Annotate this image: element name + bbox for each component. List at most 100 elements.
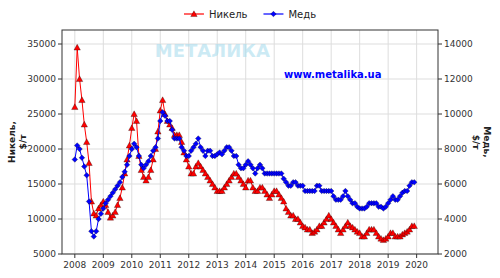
x-tick: [388, 254, 389, 258]
x-tick-label: 2018: [348, 260, 371, 270]
grid-line-x: [302, 30, 303, 254]
point: [157, 118, 163, 124]
grid-line-x: [188, 30, 189, 254]
x-tick-label: 2015: [263, 260, 286, 270]
x-tick: [359, 254, 360, 258]
point: [77, 146, 83, 152]
y2-tick-label: 12000: [444, 74, 473, 84]
point: [136, 153, 142, 159]
point: [84, 172, 90, 178]
point: [233, 153, 239, 159]
x-tick: [103, 254, 104, 258]
x-tick-label: 2011: [149, 260, 172, 270]
y-tick: [58, 114, 62, 115]
legend-marker: [271, 11, 277, 17]
point: [186, 153, 192, 159]
point: [117, 195, 123, 201]
point: [148, 153, 154, 159]
y-tick: [58, 149, 62, 150]
y-axis-label: Никель,$/т: [7, 121, 28, 163]
y2-tick: [438, 219, 442, 220]
y2-axis-label-line: $/т: [471, 135, 481, 151]
annotations: МЕТАЛИКАwww.metalika.ua: [155, 40, 382, 79]
y2-tick-label: 4000: [444, 214, 467, 224]
point: [181, 148, 187, 154]
point: [207, 148, 213, 154]
plot-frame: [62, 30, 438, 254]
y-tick-label: 35000: [27, 39, 56, 49]
grid-line-x: [160, 30, 161, 254]
point: [169, 127, 175, 133]
point: [119, 174, 125, 180]
x-tick-label: 2012: [177, 260, 200, 270]
point: [148, 167, 154, 173]
x-tick-label: 2013: [206, 260, 229, 270]
point: [93, 228, 99, 234]
point: [105, 209, 111, 215]
x-tick: [188, 254, 189, 258]
legend-marker: [191, 11, 197, 17]
y2-tick-label: 8000: [444, 144, 467, 154]
point: [79, 155, 85, 161]
x-tick-label: 2009: [92, 260, 115, 270]
point: [112, 209, 118, 215]
point: [96, 216, 102, 222]
point: [243, 184, 249, 190]
y2-tick: [438, 114, 442, 115]
point: [74, 44, 80, 50]
point: [145, 174, 151, 180]
grid-line-x: [388, 30, 389, 254]
y-tick-label: 30000: [27, 74, 56, 84]
point: [203, 153, 209, 159]
y2-axis-label: Медь,$/т: [471, 126, 492, 157]
y-tick: [58, 219, 62, 220]
point: [131, 111, 137, 117]
y-tick: [58, 254, 62, 255]
y2-axis-label-line: Медь,: [482, 126, 492, 157]
point: [343, 188, 349, 194]
x-tick: [302, 254, 303, 258]
point: [136, 153, 142, 159]
point: [167, 118, 173, 124]
point: [117, 179, 123, 185]
series-line: [75, 112, 414, 236]
x-tick: [331, 254, 332, 258]
grid-line-x: [103, 30, 104, 254]
point: [76, 76, 82, 82]
grid: [62, 30, 438, 254]
y-tick-label: 25000: [27, 109, 56, 119]
x-tick: [245, 254, 246, 258]
point: [155, 136, 161, 142]
point: [195, 136, 201, 142]
grid-line-y: [62, 114, 438, 115]
grid-line-x: [359, 30, 360, 254]
point: [155, 128, 161, 134]
y-tick-label: 5000: [33, 249, 56, 259]
y-tick-label: 15000: [27, 179, 56, 189]
x-tick: [74, 254, 75, 258]
point: [119, 184, 125, 190]
x-tick: [160, 254, 161, 258]
point: [129, 125, 135, 131]
point: [124, 162, 130, 168]
x-tick-label: 2017: [320, 260, 343, 270]
legend-item: Никель: [184, 9, 248, 20]
point: [83, 139, 89, 145]
point: [190, 170, 196, 176]
y-tick: [58, 79, 62, 80]
point: [72, 157, 78, 163]
point: [98, 211, 104, 217]
y2-tick: [438, 254, 442, 255]
point: [81, 121, 87, 127]
grid-line-y: [62, 149, 438, 150]
point: [404, 188, 410, 194]
x-tick: [416, 254, 417, 258]
point: [252, 171, 258, 177]
y-axis-label-line: $/т: [18, 134, 28, 150]
chart: МЕТАЛИКАwww.metalika.ua20082009201020112…: [0, 0, 500, 278]
x-tick-label: 2016: [291, 260, 314, 270]
point: [122, 169, 128, 175]
point: [300, 183, 306, 189]
point: [114, 202, 120, 208]
series: [72, 44, 418, 242]
